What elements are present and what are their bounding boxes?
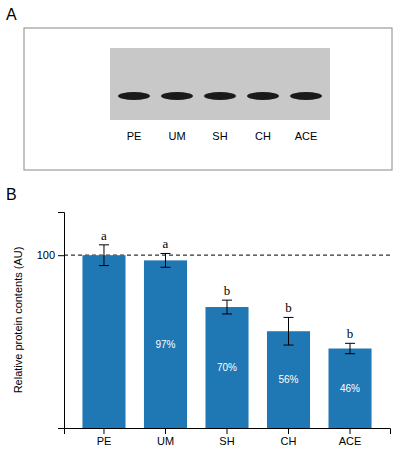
blot-band [118,92,150,100]
y-axis: 100 [37,213,65,429]
bar [328,349,371,428]
error-bar [99,245,109,266]
blot-band [204,92,236,100]
x-tick-mark [103,428,104,434]
bar [82,255,125,428]
y-tick-label: 100 [37,249,55,261]
significance-label: b [224,283,231,298]
x-tick-label: ACE [339,435,362,447]
plot-area [64,245,390,428]
x-tick-mark [288,428,289,434]
panel-a: A PE UM SH CH ACE [6,6,392,170]
x-tick-label: CH [281,435,297,447]
blot-band [161,92,193,100]
significance-label: b [347,326,354,341]
error-bar [160,253,170,267]
y-tick-mark [58,255,64,256]
x-tick-mark [227,428,228,434]
axis-line [65,429,391,435]
panel-label: B [6,186,17,203]
error-bar [284,317,294,345]
blot-label: UM [168,130,185,142]
x-tick-mark [350,428,351,434]
data-label: 70% [217,362,237,373]
significance-label: a [101,228,107,243]
x-tick-label: UM [157,435,174,447]
x-tick: SH [219,428,234,447]
x-tick-label: SH [219,435,234,447]
x-tick: ACE [339,428,362,447]
error-bar [222,300,232,314]
x-axis: PE UM SH CH ACE [65,428,391,447]
figure: A PE UM SH CH ACE B PE UM SH CH ACE 100 Relative prot… [0,0,400,455]
significance-label: b [285,300,292,315]
y-axis-title: Relative protein contents (AU) [12,247,24,394]
x-tick: PE [97,428,112,447]
y-tick: 100 [37,249,64,261]
data-label: 97% [155,339,175,350]
blot-label: PE [127,130,142,142]
blot-label: SH [212,130,227,142]
panel-b: B PE UM SH CH ACE 100 Relative protein contents… [6,186,391,447]
blot-band [290,92,322,100]
panel-box [24,28,392,170]
bar [144,260,187,428]
x-tick-label: PE [97,435,112,447]
data-label: 56% [279,374,299,385]
panel-label: A [6,6,17,23]
x-tick: CH [281,428,297,447]
blot-band [247,92,279,100]
error-bar [345,343,355,353]
blot-label: CH [255,130,271,142]
bar [267,331,310,428]
axis-line [58,213,65,429]
x-tick-mark [165,428,166,434]
significance-label: a [163,236,169,251]
blot-background [110,48,330,120]
data-label: 46% [340,383,360,394]
bar [205,307,248,428]
blot-label: ACE [295,130,318,142]
x-tick: UM [157,428,174,447]
